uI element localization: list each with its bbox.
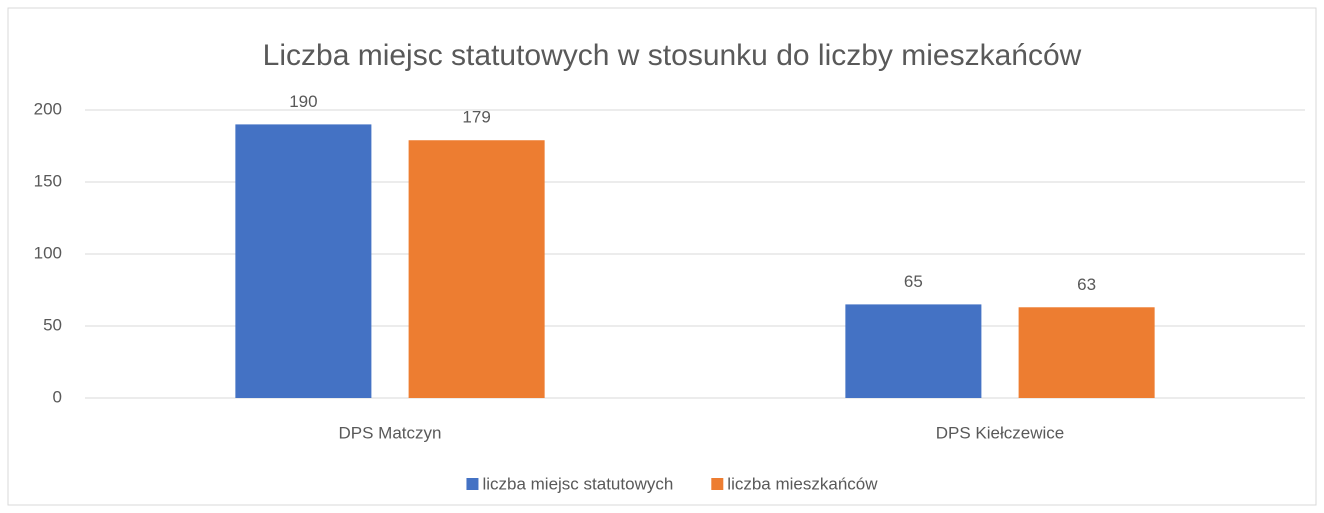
legend-label: liczba miejsc statutowych xyxy=(482,474,673,493)
data-label: 190 xyxy=(289,92,317,111)
bar xyxy=(845,304,982,398)
chart-border xyxy=(7,7,1317,506)
chart-title: Liczba miejsc statutowych w stosunku do … xyxy=(263,39,1082,72)
legend-swatch xyxy=(466,478,479,490)
y-tick-label: 150 xyxy=(34,171,62,190)
legend-label: liczba mieszkańców xyxy=(727,474,878,493)
y-tick-label: 0 xyxy=(53,387,62,406)
y-tick-label: 100 xyxy=(34,243,62,262)
data-label: 65 xyxy=(904,272,923,291)
y-tick-label: 50 xyxy=(43,315,62,334)
legend-swatch xyxy=(711,478,724,490)
y-tick-label: 200 xyxy=(34,99,62,118)
bar xyxy=(408,140,545,399)
x-tick-label: DPS Kiełczewice xyxy=(936,423,1065,442)
bar xyxy=(235,124,372,399)
bar xyxy=(1018,307,1155,398)
data-label: 179 xyxy=(462,108,490,127)
data-label: 63 xyxy=(1077,275,1096,294)
x-tick-label: DPS Matczyn xyxy=(339,423,442,442)
